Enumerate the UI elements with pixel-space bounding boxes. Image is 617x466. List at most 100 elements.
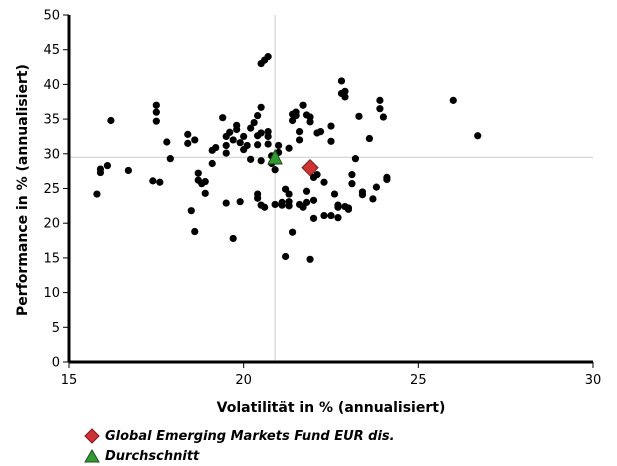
data-point: [295, 136, 304, 144]
data-point: [275, 141, 283, 150]
data-point: [233, 125, 241, 134]
data-point: [212, 143, 220, 152]
data-point: [285, 190, 293, 198]
data-point: [327, 122, 335, 130]
data-point: [285, 202, 293, 210]
legend-item-average: Durchschnitt: [84, 446, 395, 466]
data-point: [271, 200, 279, 209]
legend-label-average: Durchschnitt: [105, 448, 200, 464]
data-point: [341, 87, 349, 95]
data-point: [271, 166, 279, 174]
data-point: [348, 180, 356, 188]
x-tick-label: 15: [61, 373, 78, 388]
data-point: [334, 214, 342, 222]
x-tick-label: 30: [585, 373, 602, 388]
data-point: [152, 108, 160, 116]
data-point: [191, 227, 199, 236]
data-point: [187, 207, 195, 215]
data-point: [222, 149, 230, 157]
data-point: [372, 183, 381, 191]
data-point: [337, 77, 346, 85]
data-point: [341, 93, 349, 101]
data-point: [334, 201, 342, 209]
data-point: [201, 189, 209, 197]
y-tick-label: 5: [52, 321, 60, 336]
data-point: [355, 112, 363, 120]
data-point: [316, 127, 325, 136]
data-point: [264, 132, 272, 141]
y-tick-label: 30: [43, 147, 60, 162]
data-point: [103, 161, 112, 170]
y-tick-label: 10: [43, 286, 60, 301]
y-tick-label: 20: [43, 217, 60, 232]
fund-data-point: [301, 158, 319, 177]
data-points: [93, 53, 482, 263]
data-point: [292, 112, 300, 120]
data-point: [306, 118, 314, 126]
data-point: [313, 171, 321, 179]
data-point: [257, 129, 265, 137]
data-point: [379, 113, 387, 121]
data-point: [449, 96, 457, 104]
data-point: [302, 198, 311, 206]
y-tick-label: 35: [43, 113, 60, 128]
data-point: [247, 155, 255, 163]
data-point: [219, 114, 227, 122]
data-point: [358, 191, 367, 199]
data-point: [299, 101, 307, 109]
x-tick-label: 20: [235, 373, 252, 388]
y-tick-label: 50: [43, 9, 60, 24]
axes: [63, 14, 594, 368]
data-point: [302, 187, 311, 195]
data-point: [191, 136, 199, 144]
reference-lines: [69, 15, 593, 362]
data-point: [236, 139, 244, 147]
data-point: [250, 118, 258, 127]
data-point: [107, 116, 115, 125]
legend-item-fund: Global Emerging Markets Fund EUR dis.: [84, 426, 395, 446]
y-tick-label: 0: [52, 356, 60, 371]
legend-label-fund: Global Emerging Markets Fund EUR dis.: [105, 428, 395, 444]
y-tick-label: 25: [43, 182, 60, 197]
data-point: [306, 255, 314, 263]
data-point: [96, 165, 105, 173]
data-point: [194, 169, 202, 177]
data-point: [264, 53, 272, 61]
legend: Global Emerging Markets Fund EUR dis. Du…: [84, 426, 395, 466]
tick-labels: 0 5 10 15 20 25 30 35 40 45 50 15 20 25 30: [43, 9, 601, 389]
data-point: [327, 211, 335, 220]
data-point: [474, 132, 482, 140]
data-point: [309, 214, 318, 222]
x-axis-label: Volatilität in % (annualisiert): [217, 400, 446, 416]
data-point: [281, 252, 290, 261]
data-point: [247, 124, 255, 132]
data-point: [149, 177, 157, 185]
data-point: [348, 171, 356, 179]
data-point: [184, 130, 192, 138]
data-point: [295, 127, 304, 136]
data-point: [93, 190, 101, 198]
data-point: [254, 112, 262, 120]
data-point: [278, 201, 286, 209]
data-point: [257, 103, 265, 111]
data-point: [330, 190, 339, 198]
data-point: [243, 141, 251, 150]
data-point: [152, 101, 160, 109]
data-point: [320, 178, 328, 186]
average-data-point: [267, 148, 283, 165]
data-point: [166, 155, 174, 163]
data-point: [226, 128, 234, 136]
y-tick-label: 40: [43, 78, 60, 93]
data-point: [254, 141, 262, 149]
data-point: [376, 105, 384, 113]
data-point: [236, 198, 244, 206]
data-point: [201, 177, 209, 186]
data-point: [369, 195, 377, 203]
data-point: [208, 159, 216, 168]
data-point: [163, 138, 171, 146]
data-point: [285, 144, 293, 152]
data-point: [254, 190, 262, 198]
data-point: [184, 139, 192, 147]
y-tick-label: 15: [43, 251, 60, 266]
